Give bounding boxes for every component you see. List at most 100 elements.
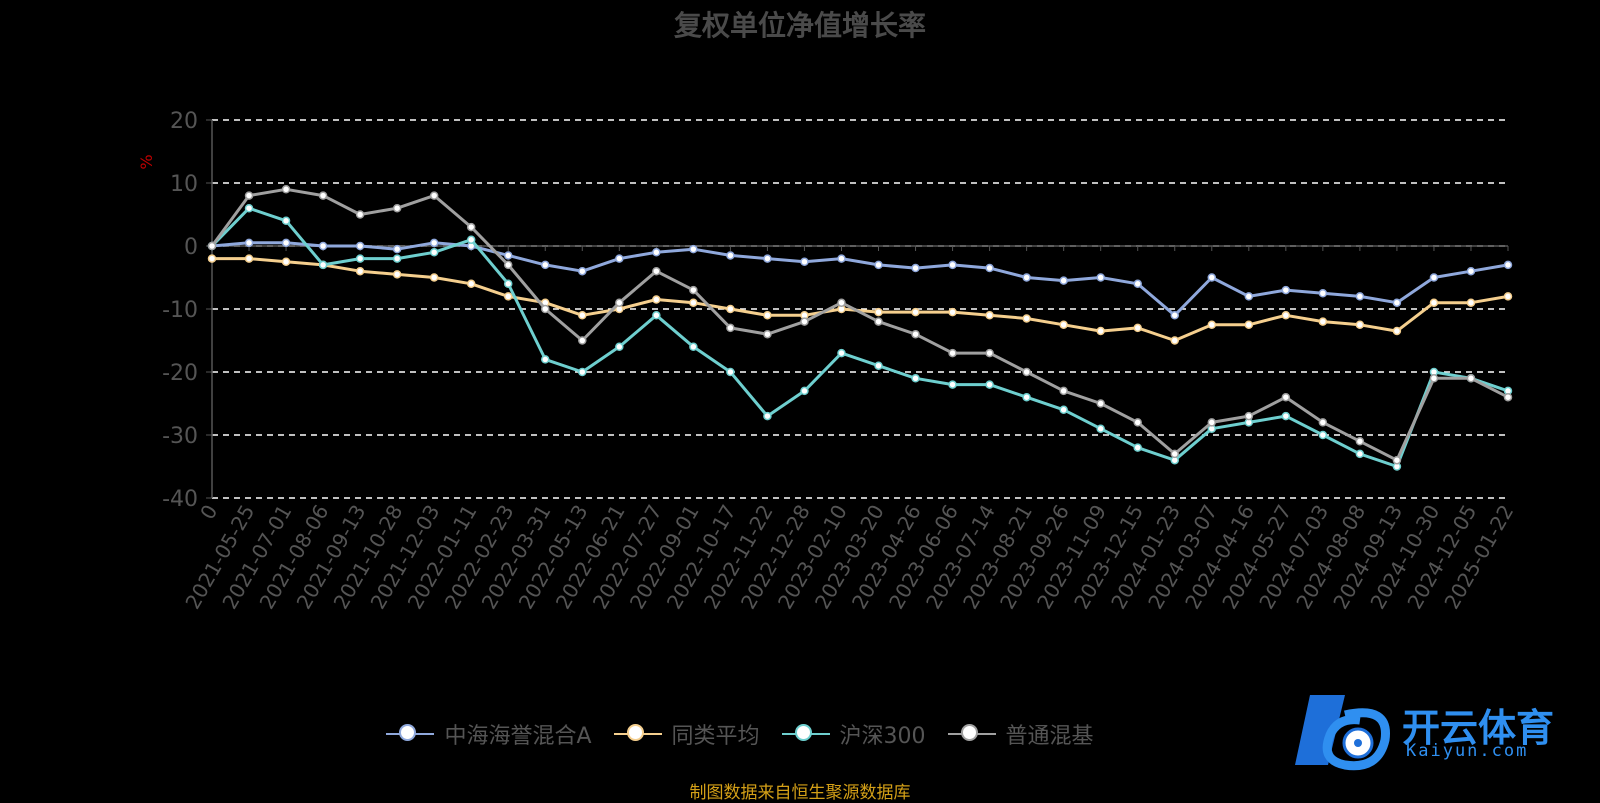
data-point	[355, 210, 365, 219]
data-point	[1429, 273, 1439, 282]
series-line-2	[210, 206, 1509, 468]
data-point	[652, 295, 661, 304]
data-point	[281, 257, 291, 266]
data-point	[1059, 386, 1068, 396]
legend-swatch	[613, 724, 662, 744]
data-point	[318, 241, 328, 251]
data-point	[578, 367, 587, 377]
kaiyun-logo: 开云体育 Kaiyun.com	[1290, 685, 1590, 775]
legend-label: 同类平均	[671, 724, 760, 749]
data-point	[1318, 317, 1328, 326]
data-point	[1133, 418, 1142, 427]
data-point	[689, 342, 698, 352]
legend-swatch	[386, 724, 435, 744]
data-point	[541, 260, 550, 270]
data-point	[578, 336, 587, 345]
data-point	[281, 185, 291, 194]
data-point	[1207, 320, 1217, 329]
data-point	[726, 251, 735, 260]
legend-swatch	[947, 724, 996, 744]
legend-item-3[interactable]: 普通混基	[947, 718, 1094, 750]
data-point	[1059, 405, 1068, 415]
data-point	[503, 260, 513, 270]
data-point	[1392, 298, 1402, 307]
data-point	[1170, 449, 1179, 459]
watermark-text: 开云体育	[1402, 706, 1555, 750]
data-point	[1318, 430, 1328, 440]
data-point	[392, 254, 402, 263]
data-point	[1244, 292, 1254, 301]
data-point	[1281, 411, 1291, 421]
data-point	[800, 317, 809, 326]
data-point	[355, 266, 365, 276]
data-point	[1318, 289, 1328, 298]
data-point	[1096, 326, 1105, 336]
data-point	[874, 260, 883, 270]
data-point	[1096, 399, 1105, 408]
data-point	[800, 257, 809, 266]
data-point	[763, 411, 772, 421]
data-point	[1022, 314, 1031, 323]
data-point	[1244, 411, 1254, 421]
data-point	[1355, 292, 1365, 301]
data-point	[466, 235, 476, 244]
data-point	[985, 348, 994, 358]
chart-legend: 中海海誉混合A 同类平均 沪深300 普通混基	[0, 718, 1600, 750]
data-point	[1503, 260, 1513, 270]
data-point	[578, 311, 587, 320]
data-point	[318, 260, 328, 270]
legend-label: 普通混基	[1005, 724, 1094, 749]
chart-title: 复权单位净值增长率	[673, 9, 926, 42]
data-point	[392, 203, 402, 213]
data-point	[466, 222, 476, 232]
data-point	[948, 380, 957, 389]
data-point	[948, 260, 957, 270]
legend-label: 中海海誉混合A	[444, 724, 592, 749]
data-point	[874, 361, 883, 370]
data-point	[652, 311, 661, 320]
y-tick-label: -20	[162, 361, 198, 386]
data-point	[689, 285, 698, 295]
data-point	[874, 317, 883, 326]
y-tick-label: 0	[184, 235, 198, 260]
data-point	[1207, 273, 1217, 282]
data-point	[948, 307, 957, 317]
data-point	[1318, 418, 1328, 427]
data-point	[207, 254, 217, 263]
data-point	[503, 251, 513, 260]
data-point	[578, 266, 587, 276]
y-tick-label: -10	[162, 298, 198, 323]
data-point	[1392, 326, 1402, 336]
data-point	[244, 238, 254, 248]
data-point	[1466, 266, 1476, 276]
data-point	[244, 203, 254, 213]
data-point	[985, 380, 994, 389]
data-point	[911, 329, 920, 339]
data-point	[1244, 320, 1254, 329]
grid-layer	[212, 119, 1508, 499]
data-point	[1355, 437, 1365, 446]
data-point	[355, 254, 365, 263]
series-line-3	[210, 187, 1509, 462]
data-point	[1022, 392, 1031, 402]
data-point	[1022, 367, 1031, 377]
data-point	[837, 254, 846, 263]
legend-item-1[interactable]: 同类平均	[613, 718, 760, 750]
watermark-sub: Kaiyun.com	[1406, 741, 1529, 761]
source-note: 制图数据来自恒生聚源数据库	[689, 783, 911, 803]
y-tick-label: -30	[162, 424, 198, 449]
data-point	[726, 367, 735, 377]
data-point	[689, 244, 698, 254]
legend-item-0[interactable]: 中海海誉混合A	[386, 718, 592, 750]
data-point	[1466, 374, 1476, 383]
legend-item-2[interactable]: 沪深300	[781, 718, 926, 750]
data-point	[1207, 418, 1217, 427]
data-point	[837, 348, 846, 358]
data-point	[1133, 279, 1142, 289]
data-point	[1392, 455, 1402, 465]
data-point	[1096, 273, 1105, 282]
data-point	[244, 254, 254, 263]
data-point	[837, 298, 846, 307]
data-point	[503, 279, 513, 289]
data-point	[1429, 374, 1439, 383]
